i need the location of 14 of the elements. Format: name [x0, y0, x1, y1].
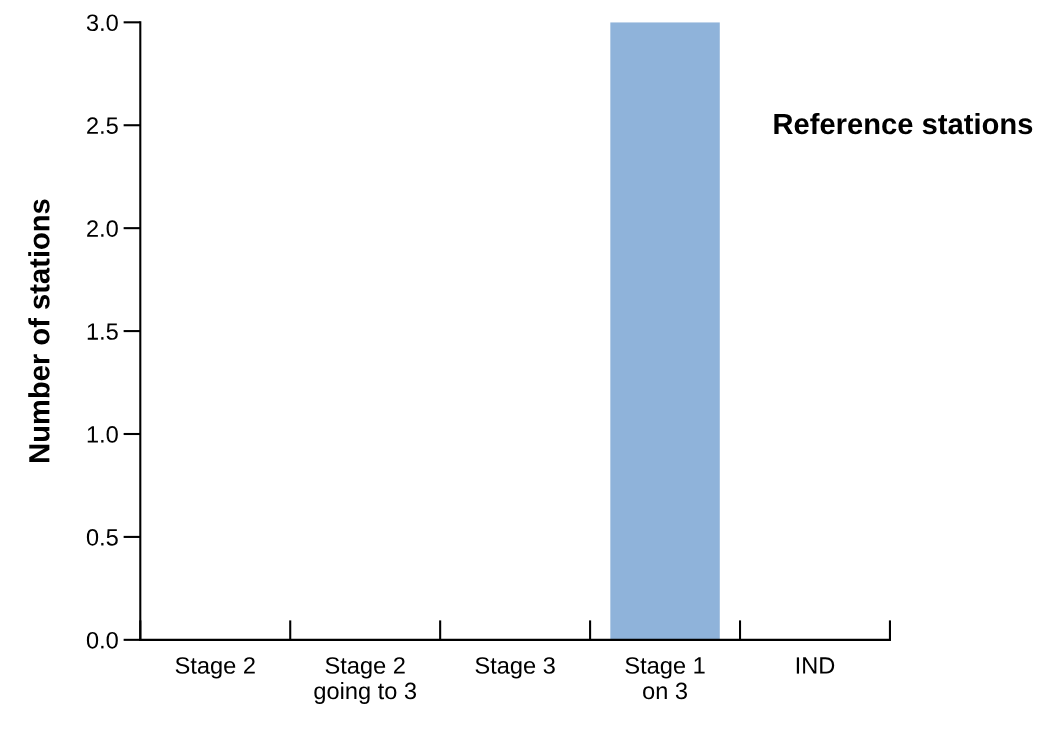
y-axis-title: Number of stations	[28, 199, 50, 462]
x-tick-label: IND	[796, 657, 835, 674]
y-tick-label: 0.5	[86, 528, 118, 546]
x-tick-label: Stage 1 on 3	[625, 657, 705, 700]
x-tick-label: Stage 2	[175, 657, 255, 679]
y-tick-label: 1.0	[87, 426, 118, 443]
y-tick-label: 2.5	[87, 117, 118, 135]
x-tick-label: Stage 2 going to 3	[314, 657, 417, 704]
y-tick-label: 2.0	[87, 220, 118, 237]
y-tick-label: 3.0	[86, 14, 118, 32]
x-tick-label: Stage 3	[475, 657, 555, 679]
text: Reference stations	[774, 112, 1033, 135]
y-tick-label: 0.0	[86, 631, 118, 649]
y-tick-label: 1.5	[87, 323, 118, 340]
